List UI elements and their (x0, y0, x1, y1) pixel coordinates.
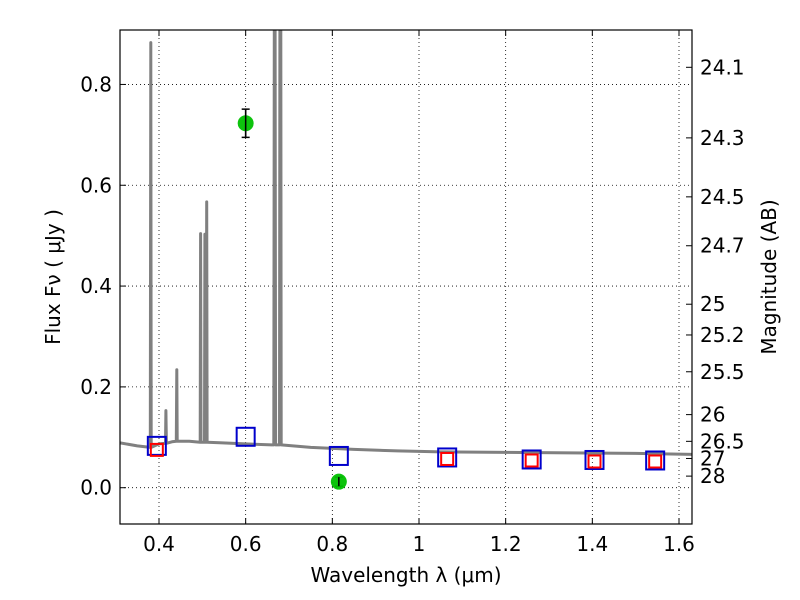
magnitude-tick-label: 26.5 (700, 429, 745, 453)
filtered-photometry-marker (587, 454, 602, 469)
model-photometry-marker (584, 449, 605, 470)
magnitude-tick-label: 24.1 (700, 55, 745, 79)
filtered-photometry-marker (524, 453, 539, 468)
filtered-photometry-marker (149, 442, 164, 457)
y2-axis-title: Magnitude (AB) (757, 199, 781, 354)
model-photometry-marker (235, 426, 256, 447)
x-axis-title: Wavelength λ (μm) (310, 563, 501, 587)
magnitude-tick-label: 24.5 (700, 185, 745, 209)
magnitude-tick-label: 24.3 (700, 126, 745, 150)
grid-lines (120, 30, 692, 524)
filtered-photometry-marker (440, 451, 455, 466)
y-axis-title: Flux Fν ( μJy ) (41, 209, 65, 345)
magnitude-tick-label: 25 (700, 292, 725, 316)
x-tick-label: 0.8 (316, 532, 348, 556)
filtered-photometry-marker (648, 454, 663, 469)
magnitude-tick-label: 28 (700, 464, 725, 488)
sed-model-line (120, 30, 692, 456)
magnitude-tick-label: 25.5 (700, 360, 745, 384)
x-tick-label: 1 (413, 532, 426, 556)
x-tick-label: 0.6 (230, 532, 262, 556)
x-tick-label: 0.4 (143, 532, 175, 556)
model-photometry-marker (437, 447, 458, 468)
model-photometry-marker (645, 450, 666, 471)
magnitude-tick-label: 26 (700, 403, 725, 427)
model-photometry-marker (328, 445, 349, 466)
y-tick-label: 0.6 (80, 173, 112, 197)
axis-ticks: 0.4 0.6 0.8 1 1.2 1.4 1.6 0.0 0.2 0.4 0.6 0.8 24.1 24… (80, 30, 745, 556)
model-photometry-marker (146, 435, 167, 456)
magnitude-tick-label: 25.2 (700, 323, 745, 347)
y-tick-label: 0.2 (80, 375, 112, 399)
plot-frame (119, 29, 693, 525)
x-tick-label: 1.2 (490, 532, 522, 556)
x-tick-label: 1.6 (663, 532, 695, 556)
magnitude-tick-label: 27 (700, 446, 725, 470)
y-tick-label: 0.8 (80, 72, 112, 96)
y-tick-label: 0.0 (80, 476, 112, 500)
y-tick-label: 0.4 (80, 274, 112, 298)
model-photometry-marker (521, 449, 542, 470)
data-series (120, 30, 692, 490)
magnitude-tick-label: 24.7 (700, 234, 745, 258)
x-tick-label: 1.4 (576, 532, 608, 556)
